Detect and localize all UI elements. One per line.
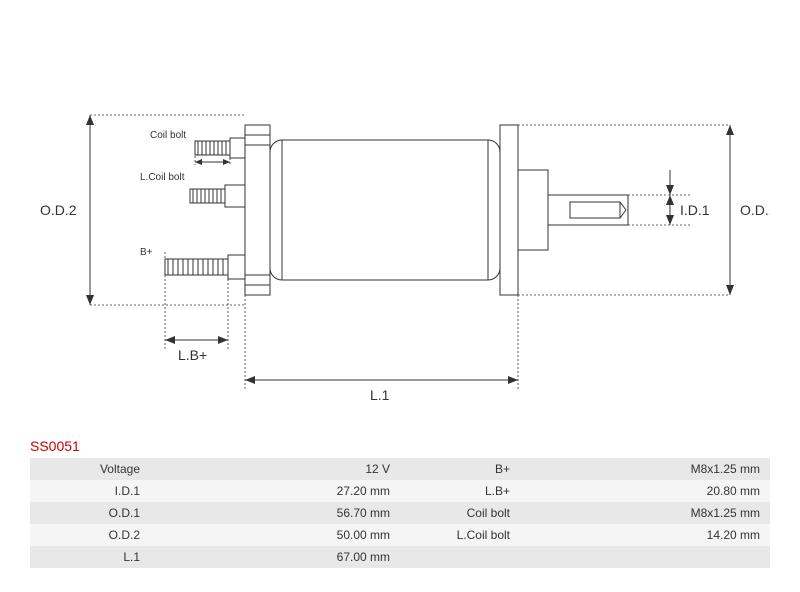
spec-label: I.D.1 <box>30 480 150 502</box>
table-row: L.1 67.00 mm <box>30 546 770 568</box>
spec-value: 50.00 mm <box>150 524 400 546</box>
spec-value: 27.20 mm <box>150 480 400 502</box>
lb-plus-label: L.B+ <box>178 347 207 363</box>
spec-label: L.1 <box>30 546 150 568</box>
spec-label <box>400 546 520 568</box>
spec-label: O.D.1 <box>30 502 150 524</box>
table-row: Voltage 12 V B+ M8x1.25 mm <box>30 458 770 480</box>
spec-value: 14.20 mm <box>520 524 770 546</box>
spec-value: 20.80 mm <box>520 480 770 502</box>
spec-label: Voltage <box>30 458 150 480</box>
spec-label: L.B+ <box>400 480 520 502</box>
spec-value: 56.70 mm <box>150 502 400 524</box>
table-row: I.D.1 27.20 mm L.B+ 20.80 mm <box>30 480 770 502</box>
spec-value: M8x1.25 mm <box>520 458 770 480</box>
spec-value: M8x1.25 mm <box>520 502 770 524</box>
table-row: O.D.2 50.00 mm L.Coil bolt 14.20 mm <box>30 524 770 546</box>
table-row: O.D.1 56.70 mm Coil bolt M8x1.25 mm <box>30 502 770 524</box>
od1-label: O.D.1 <box>740 202 770 218</box>
spec-value: 67.00 mm <box>150 546 400 568</box>
spec-label: L.Coil bolt <box>400 524 520 546</box>
coil-bolt-label: Coil bolt <box>150 130 186 141</box>
spec-table: Voltage 12 V B+ M8x1.25 mm I.D.1 27.20 m… <box>30 458 770 568</box>
spec-value: 12 V <box>150 458 400 480</box>
engineering-diagram: O.D.2 O.D.1 I.D.1 L.1 L.B+ Coil bolt L.C… <box>30 30 770 430</box>
part-code: SS0051 <box>30 438 80 454</box>
id1-label: I.D.1 <box>680 202 710 218</box>
spec-label: B+ <box>400 458 520 480</box>
l-coil-bolt-label: L.Coil bolt <box>140 172 185 183</box>
l1-label: L.1 <box>370 387 390 403</box>
spec-label: Coil bolt <box>400 502 520 524</box>
spec-label: O.D.2 <box>30 524 150 546</box>
b-plus-label: B+ <box>140 247 153 258</box>
spec-value <box>520 546 770 568</box>
od2-label: O.D.2 <box>40 202 77 218</box>
